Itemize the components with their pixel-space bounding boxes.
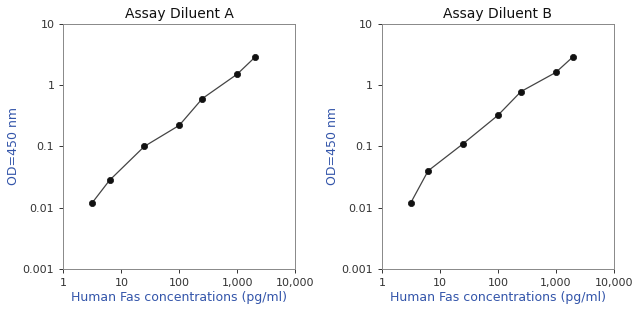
X-axis label: Human Fas concentrations (pg/ml): Human Fas concentrations (pg/ml) bbox=[390, 291, 606, 304]
Title: Assay Diluent A: Assay Diluent A bbox=[125, 7, 234, 21]
X-axis label: Human Fas concentrations (pg/ml): Human Fas concentrations (pg/ml) bbox=[71, 291, 287, 304]
Title: Assay Diluent B: Assay Diluent B bbox=[444, 7, 552, 21]
Y-axis label: OD=450 nm: OD=450 nm bbox=[7, 107, 20, 185]
Y-axis label: OD=450 nm: OD=450 nm bbox=[326, 107, 339, 185]
